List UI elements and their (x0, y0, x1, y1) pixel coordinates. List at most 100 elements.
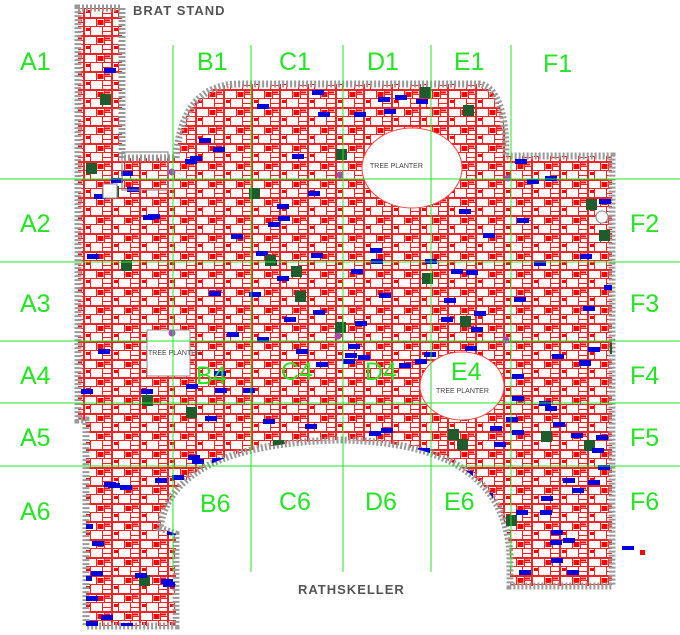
blue-brick (121, 623, 133, 626)
blue-brick (587, 55, 599, 60)
green-brick (420, 87, 431, 98)
blue-brick (284, 317, 296, 322)
blue-brick (305, 424, 317, 429)
blue-brick (406, 604, 418, 609)
grid-lines (0, 45, 680, 572)
blue-brick (400, 455, 412, 460)
blue-brick (207, 601, 219, 606)
blue-brick (343, 359, 355, 364)
grid-label-a2: A2 (20, 210, 51, 238)
round-marker (595, 210, 609, 224)
grid-label-a6: A6 (20, 498, 51, 526)
blue-brick (366, 472, 378, 477)
grid-label-c4: C4 (281, 358, 313, 386)
green-brick (446, 559, 457, 570)
blue-brick (311, 253, 323, 258)
blue-brick (415, 359, 427, 364)
green-brick (186, 407, 197, 418)
blue-brick (101, 615, 113, 620)
grid-label-c6: C6 (279, 488, 311, 516)
blue-brick (145, 139, 157, 144)
green-brick (336, 149, 347, 160)
blue-brick (238, 477, 250, 482)
blue-brick (326, 522, 338, 527)
blue-brick (316, 546, 328, 551)
grid-label-d4: D4 (365, 358, 397, 386)
blue-brick (424, 352, 436, 357)
green-brick (570, 11, 581, 22)
blue-brick (543, 598, 555, 603)
blue-brick (329, 507, 341, 512)
blue-brick (163, 582, 175, 587)
blue-brick (418, 448, 430, 453)
blue-brick (178, 525, 190, 530)
green-brick (599, 230, 610, 241)
blue-brick (550, 540, 562, 545)
blue-brick (379, 293, 391, 298)
blue-brick (556, 122, 568, 127)
blue-brick (186, 384, 198, 389)
green-brick (328, 11, 339, 22)
blue-brick (351, 269, 363, 274)
blue-brick (277, 204, 289, 209)
blue-brick (553, 422, 565, 427)
blue-brick (104, 482, 116, 487)
legend-red-swatch (640, 550, 645, 555)
blue-brick (551, 530, 563, 535)
blue-brick (81, 389, 93, 394)
grid-label-e4: E4 (451, 358, 482, 386)
blue-brick (572, 488, 584, 493)
blue-brick (316, 362, 328, 367)
blue-brick (517, 218, 529, 223)
blue-brick (310, 39, 322, 44)
green-brick (139, 575, 150, 586)
blue-brick (563, 478, 575, 483)
blue-brick (215, 388, 227, 393)
blue-brick (384, 109, 396, 114)
blue-brick (213, 147, 225, 152)
green-brick (448, 429, 459, 440)
green-brick (460, 316, 471, 327)
green-brick (249, 188, 260, 199)
blue-brick (205, 416, 217, 421)
blue-brick (583, 306, 595, 311)
green-brick (86, 163, 97, 174)
blue-brick (588, 480, 600, 485)
grid-label-a3: A3 (20, 290, 51, 318)
small-planter (121, 151, 169, 191)
blue-brick (512, 374, 524, 379)
blue-brick (354, 112, 366, 117)
blue-brick (562, 42, 574, 47)
blue-brick (559, 126, 571, 131)
blue-brick (308, 191, 320, 196)
green-brick (121, 260, 132, 271)
green-brick (463, 105, 474, 116)
blue-brick (451, 269, 463, 274)
blue-brick (255, 473, 267, 478)
blue-brick (588, 347, 600, 352)
grid-label-e1: E1 (454, 48, 485, 76)
blue-brick (490, 426, 502, 431)
blue-brick (519, 570, 531, 575)
blue-brick (596, 435, 608, 440)
blue-brick (563, 538, 575, 543)
rathskeller-label: RATHSKELLER (298, 582, 405, 597)
blue-brick (473, 597, 485, 602)
blue-brick (547, 81, 559, 86)
blue-brick (604, 285, 612, 290)
blue-brick (459, 209, 471, 214)
blue-brick (395, 95, 407, 100)
grid-label-a5: A5 (20, 424, 51, 452)
blue-brick (411, 562, 423, 567)
blue-brick (213, 537, 225, 542)
blue-brick (212, 458, 224, 463)
blue-brick (551, 558, 563, 563)
blue-brick (599, 199, 611, 204)
blue-brick (127, 46, 139, 51)
grid-label-b1: B1 (197, 48, 228, 76)
green-brick (295, 291, 306, 302)
blue-brick (547, 78, 559, 83)
grid-label-d6: D6 (365, 488, 397, 516)
blue-brick (263, 419, 275, 424)
